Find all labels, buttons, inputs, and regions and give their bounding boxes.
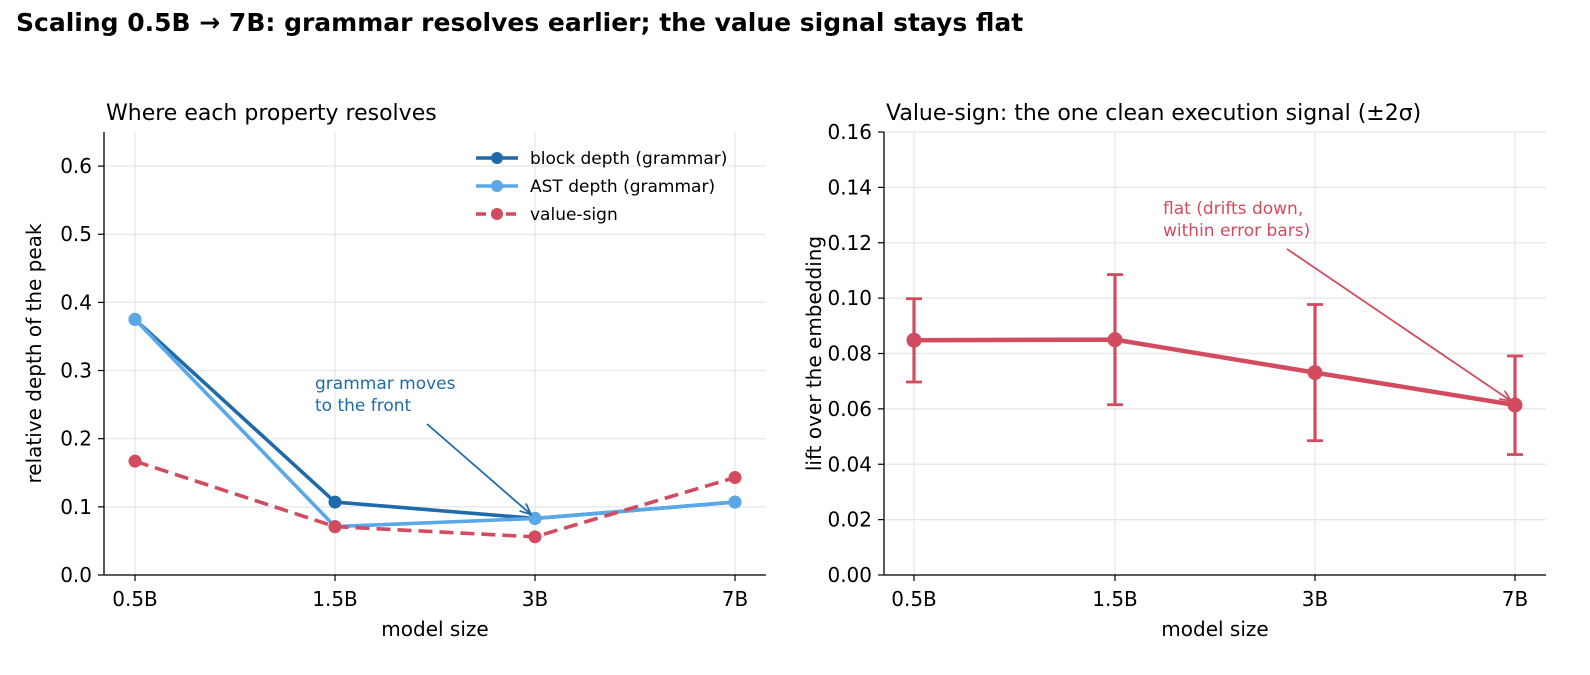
annotation-arrowhead xyxy=(1499,390,1513,403)
data-point xyxy=(728,495,742,509)
annotation-text: grammar moves xyxy=(315,374,456,394)
series-line xyxy=(134,459,736,539)
x-tick-label: 7B xyxy=(722,587,748,611)
y-tick-label: 0.10 xyxy=(827,286,872,310)
data-point xyxy=(728,471,742,485)
y-axis-label: relative depth of the peak xyxy=(22,223,46,483)
x-axis-label: model size xyxy=(381,617,488,641)
annotation-arrowhead xyxy=(519,503,533,516)
series-line xyxy=(133,318,736,529)
y-tick-label: 0.16 xyxy=(827,120,872,144)
annotation-text: to the front xyxy=(315,396,412,416)
y-tick-label: 0.2 xyxy=(60,427,92,451)
panel-title: Value-sign: the one clean execution sign… xyxy=(886,101,1421,126)
data-point xyxy=(528,530,542,544)
data-point xyxy=(128,312,142,326)
data-point xyxy=(328,495,342,509)
y-axis-label: lift over the embedding xyxy=(802,236,826,471)
y-tick-label: 0.3 xyxy=(60,359,92,383)
legend-label: block depth (grammar) xyxy=(530,149,727,169)
y-tick-label: 0.14 xyxy=(827,175,872,199)
x-axis-label: model size xyxy=(1161,617,1268,641)
x-tick-label: 0.5B xyxy=(891,587,937,611)
y-tick-label: 0.04 xyxy=(827,452,872,476)
data-point xyxy=(1107,332,1123,348)
legend-label: value-sign xyxy=(530,205,618,225)
annotation-arrow xyxy=(426,423,532,516)
panel-title: Where each property resolves xyxy=(106,101,437,126)
data-point xyxy=(1307,365,1323,381)
legend-label: AST depth (grammar) xyxy=(530,177,715,197)
y-tick-label: 0.4 xyxy=(60,290,92,314)
y-tick-label: 0.6 xyxy=(60,154,92,178)
x-tick-label: 7B xyxy=(1502,587,1528,611)
legend-marker xyxy=(491,152,503,164)
y-tick-label: 0.1 xyxy=(60,495,92,519)
x-tick-label: 3B xyxy=(522,587,548,611)
y-tick-label: 0.12 xyxy=(827,231,872,255)
y-tick-label: 0.06 xyxy=(827,397,872,421)
x-tick-label: 0.5B xyxy=(112,587,158,611)
x-tick-label: 1.5B xyxy=(312,587,358,611)
data-point xyxy=(128,454,142,468)
legend-marker xyxy=(491,180,503,192)
x-tick-label: 3B xyxy=(1302,587,1328,611)
right-chart-panel: 0.00 0.02 0.04 0.06 0.08 0.10 0.12 0.14 0.16 0.5B… xyxy=(802,101,1546,641)
y-tick-label: 0.5 xyxy=(60,222,92,246)
legend-marker xyxy=(491,208,503,220)
y-tick-label: 0.00 xyxy=(827,563,872,587)
series-line xyxy=(913,337,1516,408)
y-tick-label: 0.08 xyxy=(827,342,872,366)
annotation-text: flat (drifts down, xyxy=(1163,199,1303,219)
y-tick-label: 0.02 xyxy=(827,508,872,532)
y-tick-label: 0.0 xyxy=(60,563,92,587)
x-tick-label: 1.5B xyxy=(1092,587,1138,611)
series-line xyxy=(133,318,736,521)
data-point xyxy=(328,520,342,534)
annotation-arrow xyxy=(1286,248,1512,402)
annotation-text: within error bars) xyxy=(1163,221,1310,241)
data-point xyxy=(906,332,922,348)
figure-title: Scaling 0.5B → 7B: grammar resolves earl… xyxy=(16,8,1024,37)
left-chart-panel: 0.0 0.1 0.2 0.3 0.4 0.5 0.6 0.5B 1.5B 3B 7B Where e… xyxy=(22,101,766,641)
